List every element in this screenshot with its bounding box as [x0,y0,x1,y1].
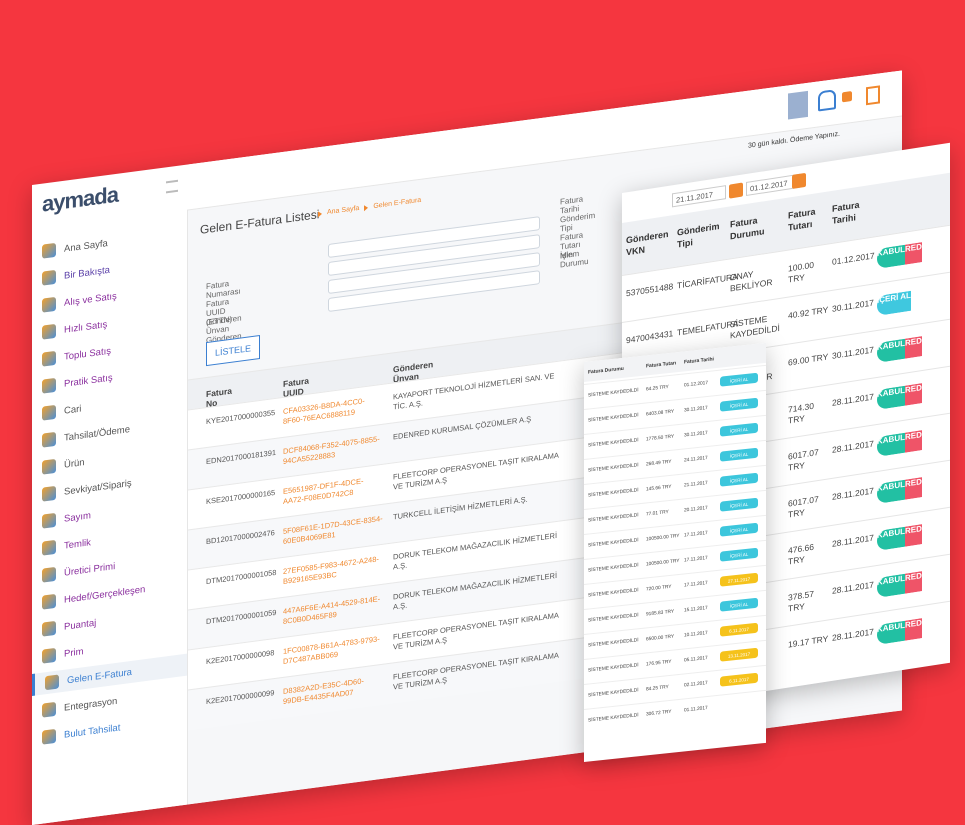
menu-label: Tahsilat/Ödeme [64,423,131,444]
action-button[interactable]: RED [905,430,922,453]
logout-icon[interactable] [866,85,880,106]
menu-icon [42,458,56,475]
menu-icon [42,512,56,529]
menu-icon [42,701,56,718]
menu-icon [42,404,56,421]
settings-icon[interactable] [842,91,852,103]
menu-label: Bulut Tahsilat [64,721,121,741]
menu-label: Alış ve Satış [64,290,117,309]
menu-label: Cari [64,402,82,417]
menu-label: Prim [64,645,84,660]
breadcrumb-separator [318,210,322,217]
page-title: Gelen E-Fatura Listesi [200,207,320,237]
menu-icon [42,269,56,286]
action-button[interactable]: RED [905,383,922,406]
action-button[interactable]: RED [905,618,922,641]
filter-label: İşlem Durumu [560,248,589,270]
menu-icon [42,296,56,313]
menu-label: Temlik [64,536,91,552]
menu-icon [42,593,56,610]
menu-item[interactable]: Hızlı Satış [42,313,107,344]
calendar-button[interactable] [729,182,743,199]
page: Ana Sayfa Bir Bakışta Alış ve Satış Hızlı S… [32,70,950,825]
menu-item[interactable]: Entegrasyon [42,690,117,722]
menu-item[interactable]: Cari [42,397,81,424]
status-card: Fatura Durumu Fatura Tutarı Fatura Tarihi S… [584,342,766,762]
menu-item[interactable]: Prim [42,640,84,667]
menu-icon [42,242,56,259]
menu-icon [42,647,56,664]
menu-label: Hızlı Satış [64,318,108,336]
sidebar: Ana Sayfa Bir Bakışta Alış ve Satış Hızlı S… [32,209,188,825]
menu-label: Ürün [64,456,85,471]
menu-label: Puantaj [64,617,97,633]
menu-icon [42,431,56,448]
menu-icon [42,350,56,367]
menu-icon [42,620,56,637]
menu-icon [45,674,59,691]
menu-item[interactable]: Ürün [42,451,85,479]
menu-icon [42,728,56,745]
menu-item[interactable]: Alış ve Satış [42,285,117,317]
action-button[interactable]: RED [905,336,922,359]
menu-item[interactable]: Bir Bakışta [42,259,110,290]
menu-toggle[interactable] [166,179,178,194]
menu-item[interactable]: Sevkiyat/Sipariş [42,472,132,506]
action-button[interactable]: RED [905,242,922,265]
breadcrumb-item[interactable]: Ana Sayfa [327,204,360,217]
action-button[interactable]: RED [905,571,922,594]
menu-label: Üretici Primi [64,560,116,579]
menu-item[interactable]: Pratik Satış [42,366,113,397]
menu-icon [42,377,56,394]
menu-label: Gelen E-Fatura [67,666,132,686]
menu-item[interactable]: Tahsilat/Ödeme [42,418,130,452]
menu-item[interactable]: Sayım [42,504,91,532]
menu-item[interactable]: Ana Sayfa [42,232,108,263]
menu-label: Entegrasyon [64,695,118,714]
date-from[interactable]: 21.11.2017 [672,185,726,208]
breadcrumb-separator [364,204,369,211]
calendar-button[interactable] [792,172,806,189]
menu-label: Pratik Satış [64,371,113,390]
avatar[interactable] [788,90,808,120]
menu-item[interactable]: Puantaj [42,612,96,641]
notification-icon[interactable] [818,89,836,112]
menu-item[interactable]: Temlik [42,531,91,559]
menu-icon [42,566,56,583]
menu-label: Sevkiyat/Sipariş [64,477,132,498]
menu-icon [42,323,56,340]
action-button[interactable]: RED [905,477,922,500]
menu-item[interactable]: Bulut Tahsilat [42,716,120,748]
menu-label: Hedef/Gerçekleşen [64,583,146,606]
breadcrumb: Ana Sayfa Gelen E-Fatura [318,197,421,218]
menu-item[interactable]: Toplu Satış [42,340,111,371]
action-button[interactable]: RED [905,524,922,547]
menu-label: Sayım [64,509,91,525]
menu-label: Ana Sayfa [64,237,108,255]
breadcrumb-item[interactable]: Gelen E-Fatura [373,196,422,211]
menu-label: Toplu Satış [64,345,111,363]
logo: aymada [42,181,118,217]
menu-icon [42,539,56,556]
menu-icon [42,485,56,502]
menu-item[interactable]: Üretici Primi [42,555,115,587]
menu-label: Bir Bakışta [64,264,110,282]
